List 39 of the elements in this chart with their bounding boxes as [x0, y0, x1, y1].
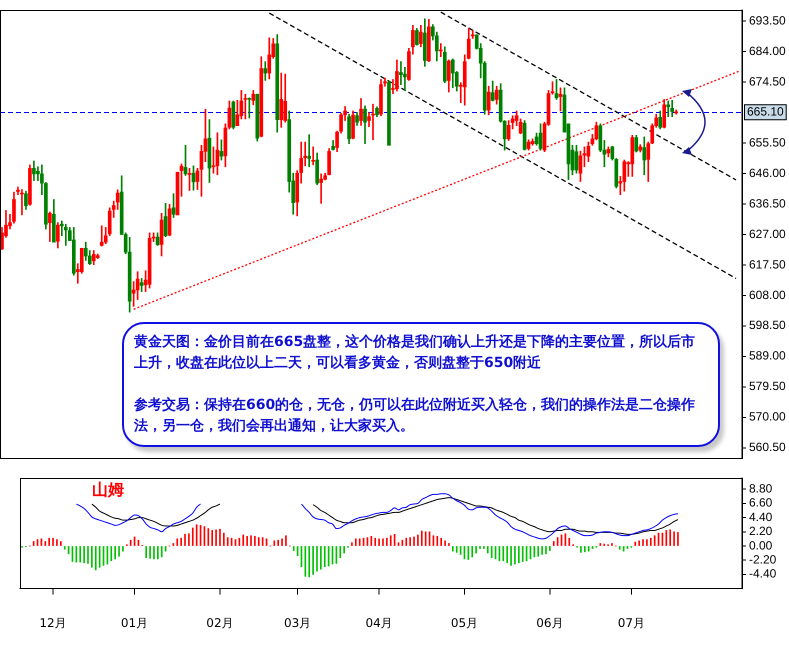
y-tick-label: 6.60	[749, 496, 773, 510]
x-tick-label: 12月	[39, 616, 67, 630]
y-tick-label: 636.50	[749, 196, 786, 210]
y-tick-label: 598.50	[749, 318, 786, 332]
ref-line-label: 665.10	[747, 104, 784, 119]
annotation: 黄金天图：金价目前在665盘整，这个价格是我们确认上升还是下降的主要位置，所以后市上升，收盘在此位以上二天，可以看多黄金，否则盘整于650附近	[134, 332, 696, 373]
y-tick-label: -2.20	[749, 552, 777, 567]
y-tick-label: 4.40	[749, 510, 773, 524]
annotation: 山姆	[92, 480, 124, 501]
y-tick-label: 560.50	[749, 440, 786, 454]
x-tick-label: 07月	[618, 616, 646, 630]
x-tick-label: 01月	[120, 616, 148, 630]
y-tick-label: 579.50	[749, 379, 786, 394]
y-tick-label: 608.00	[749, 288, 786, 302]
y-tick-label: 655.50	[749, 135, 786, 150]
candlestick	[554, 79, 558, 100]
x-tick-label: 02月	[206, 616, 234, 630]
y-tick-label: 674.50	[749, 74, 786, 88]
candlestick	[188, 168, 192, 191]
y-tick-label: 627.00	[749, 226, 786, 241]
x-tick-label: 05月	[450, 616, 478, 630]
y-tick-label: 0.00	[749, 538, 773, 552]
y-tick-label: 646.00	[749, 166, 786, 180]
y-tick-label: 570.00	[749, 410, 786, 424]
y-tick-label: 2.20	[749, 524, 773, 538]
y-tick-label: 693.50	[749, 13, 786, 28]
y-tick-label: 684.00	[749, 44, 786, 58]
x-tick-label: 06月	[536, 616, 564, 630]
candlestick	[558, 88, 562, 112]
candlestick	[20, 189, 24, 216]
x-tick-label: 03月	[284, 616, 312, 630]
x-tick-label: 04月	[365, 616, 393, 630]
y-tick-label: 617.50	[749, 257, 786, 272]
candlestick	[184, 144, 188, 176]
y-tick-label: -4.40	[749, 566, 777, 581]
y-tick-label: 589.00	[749, 348, 786, 363]
candlestick	[371, 104, 375, 140]
annotation: 参考交易：保持在660的仓，无仓，仍可以在此位附近买入轻仓，我们的操作法是二仓操作法，另一仓，我们会再出通知，让大家买入。	[134, 396, 696, 436]
y-tick-label: 8.80	[749, 481, 773, 496]
